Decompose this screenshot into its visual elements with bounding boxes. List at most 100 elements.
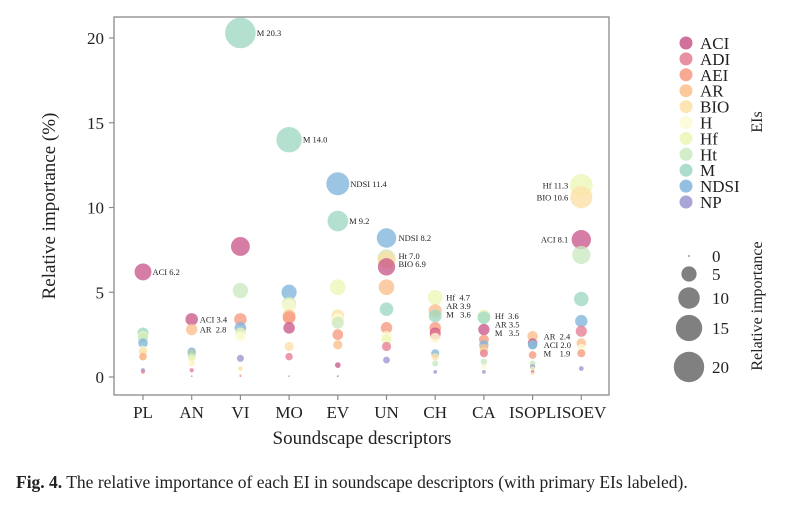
bubble-adi-isoev xyxy=(575,325,587,337)
bubble-aei-un xyxy=(380,322,393,334)
annotation-label: BIO 6.9 xyxy=(399,259,426,269)
bubble-h-vi xyxy=(235,331,246,342)
x-tick-label: CA xyxy=(472,403,496,422)
bubble-hf-ev xyxy=(329,279,346,295)
legend-label: H xyxy=(700,114,712,133)
annotation-label: ACI 2.0 xyxy=(544,340,571,350)
bubble-aei-mo xyxy=(282,311,296,325)
size-legend-circle xyxy=(688,255,690,257)
bubble-np-ca xyxy=(482,370,486,374)
size-legend-label: 5 xyxy=(712,265,721,284)
bubble-adi-mo xyxy=(285,352,293,361)
annotation-label: BIO 10.6 xyxy=(537,192,569,202)
legend-swatch-adi xyxy=(679,52,693,66)
bubble-ndsi-mo xyxy=(281,284,297,300)
y-tick-label: 15 xyxy=(87,114,104,133)
bubble-aci-mo xyxy=(283,322,295,334)
bubble-ar-un xyxy=(378,279,395,295)
bubble-h-isopl xyxy=(531,374,534,377)
bubble-bio-ch xyxy=(431,352,439,361)
bubble-ar-an xyxy=(186,323,198,336)
bubble-adi-ca xyxy=(479,349,488,358)
legend-swatch-hf xyxy=(679,131,693,145)
bubble-adi-pl xyxy=(141,370,145,374)
bubble-h-mo xyxy=(282,298,297,313)
bubble-np-mo xyxy=(288,375,290,378)
bubble-ndsi-isoev xyxy=(575,314,588,328)
bubble-np-un xyxy=(383,356,390,364)
legend-label: NDSI xyxy=(700,177,740,196)
legend-swatch-aei xyxy=(679,68,693,82)
bubble-aei-isoev xyxy=(577,349,586,358)
y-tick-label: 0 xyxy=(96,368,105,387)
x-tick-label: EV xyxy=(326,403,349,422)
caption-text: The relative importance of each EI in so… xyxy=(62,472,688,492)
legend-swatch-np xyxy=(679,195,693,209)
x-tick-label: ISOPL xyxy=(509,403,556,422)
annotation-label: Hf 4.7 xyxy=(446,292,470,302)
size-legend: 05 10 15 20 xyxy=(673,247,729,383)
size-legend-circle xyxy=(675,314,703,342)
bubble-hf-un xyxy=(381,334,392,345)
x-tick-label: CH xyxy=(423,403,447,422)
size-legend-title: Relative importance xyxy=(749,241,766,370)
annotation-label: M 3.6 xyxy=(446,309,471,319)
size-legend-label: 0 xyxy=(712,247,721,266)
bubble-aci-ca xyxy=(478,323,490,336)
bubble-bio-isopl xyxy=(531,372,535,376)
bubble-m-vi xyxy=(225,17,256,49)
bubble-ht-ev xyxy=(331,316,344,329)
x-tick-label: PL xyxy=(133,403,153,422)
y-tick-label: 20 xyxy=(87,29,104,48)
legend-label: BIO xyxy=(700,98,729,117)
annotation-label: ACI 8.1 xyxy=(541,235,568,245)
annotation-label: ACI 3.4 xyxy=(200,314,228,324)
annotation-label: NDSI 8.2 xyxy=(399,233,432,243)
annotation-label: M 3.5 xyxy=(495,328,520,338)
size-legend-label: 15 xyxy=(712,319,729,338)
bubble-ar-isopl xyxy=(527,331,538,342)
bubble-m-ca xyxy=(477,311,491,325)
annotation-label: AR 3.9 xyxy=(446,301,471,311)
annotation-label: Hf 3.6 xyxy=(495,311,519,321)
legend-label: Ht xyxy=(700,145,717,164)
bubble-ht-ch xyxy=(432,360,439,367)
bubble-aci-ev xyxy=(334,362,341,368)
bubble-m-un xyxy=(379,302,394,317)
size-legend-circle xyxy=(673,351,705,383)
annotation-label: M 14.0 xyxy=(303,135,328,145)
figure-caption: Fig. 4. The relative importance of each … xyxy=(16,470,776,495)
annotation-label: M 1.9 xyxy=(544,348,571,358)
bubble-ndsi-un xyxy=(376,228,397,248)
annotation-label: Hf 11.3 xyxy=(543,180,569,190)
bubble-ht-isoev xyxy=(572,245,591,265)
y-axis-title: Relative importance (%) xyxy=(39,113,60,300)
bubble-bio-mo xyxy=(284,341,294,352)
annotations-layer: ACI 6.2 ACI 3.4AR 2.8 M 20.3 M 14.0 NDSI 11.… xyxy=(152,28,571,358)
bubble-aci-isoev xyxy=(571,230,591,250)
bubble-hf-isopl xyxy=(530,366,536,371)
bubble-ndsi-pl xyxy=(138,338,148,348)
bubble-aci-un xyxy=(377,258,396,276)
annotation-label: NDSI 11.4 xyxy=(350,179,387,189)
annotation-label: M 20.3 xyxy=(257,28,282,38)
bubble-hf-an xyxy=(188,354,196,362)
legend-label: NP xyxy=(700,193,722,212)
color-legend-title: EIs xyxy=(749,111,766,132)
bubble-m-ch xyxy=(428,309,442,323)
bubble-m-mo xyxy=(276,126,302,153)
bubble-ndsi-ev xyxy=(326,172,350,196)
x-tick-label: UN xyxy=(374,403,399,422)
bubbles-layer xyxy=(134,17,593,378)
bubble-m-isoev xyxy=(574,291,589,307)
caption-label: Fig. 4. xyxy=(16,472,63,492)
annotation-label: AR 2.8 xyxy=(200,325,227,335)
bubble-aci-an xyxy=(185,313,198,326)
annotation-label: AR 2.4 xyxy=(544,331,571,341)
bubble-ar-pl xyxy=(139,352,147,361)
bubble-np-an xyxy=(190,375,193,378)
y-tick-label: 5 xyxy=(96,283,105,302)
x-tick-label: MO xyxy=(275,403,302,422)
